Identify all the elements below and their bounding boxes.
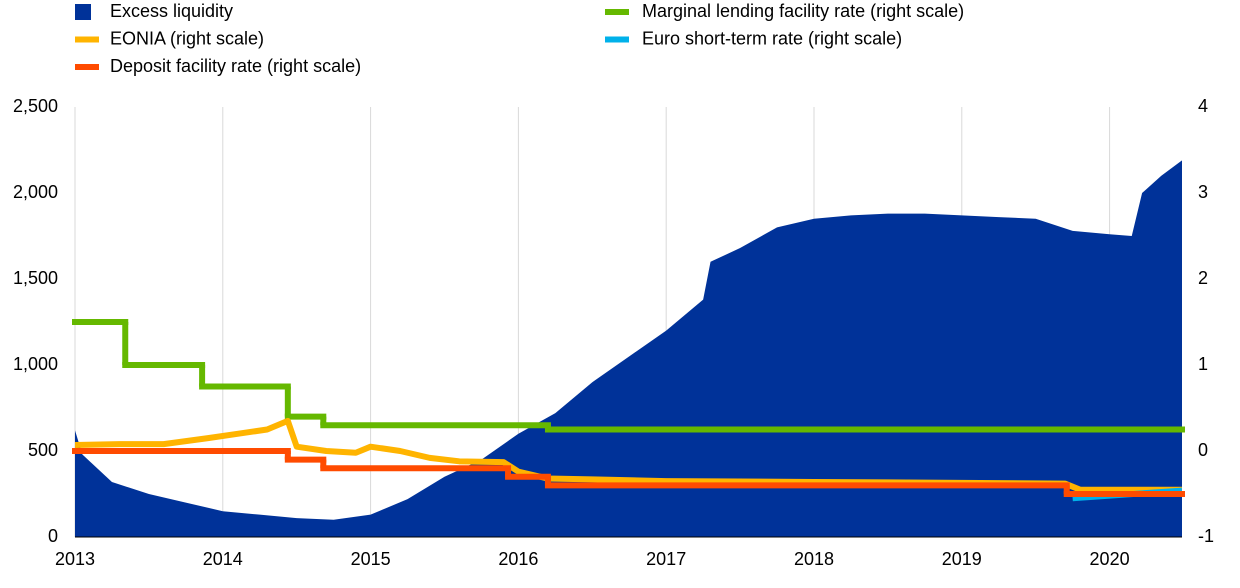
y-tick-label: 2,500: [13, 96, 58, 116]
x-tick-label: 2013: [55, 549, 95, 569]
y-tick-label: 0: [48, 526, 58, 546]
area: [75, 160, 1182, 537]
y-tick-label: 2,000: [13, 182, 58, 202]
x-tick-label: 2015: [351, 549, 391, 569]
y2-tick-label: -1: [1198, 526, 1214, 546]
legend-label: Euro short-term rate (right scale): [642, 28, 902, 48]
y2-tick-label: 0: [1198, 440, 1208, 460]
y2-tick-label: 4: [1198, 96, 1208, 116]
legend-swatch: [75, 4, 91, 20]
y2-tick-label: 1: [1198, 354, 1208, 374]
legend-label: Deposit facility rate (right scale): [110, 56, 361, 76]
x-tick-label: 2016: [498, 549, 538, 569]
x-tick-label: 2017: [646, 549, 686, 569]
x-tick-label: 2019: [942, 549, 982, 569]
line: [74, 417, 1182, 493]
y2-tick-label: 2: [1198, 268, 1208, 288]
legend-label: Excess liquidity: [110, 1, 233, 21]
x-tick-label: 2018: [794, 549, 834, 569]
legend-label: Marginal lending facility rate (right sc…: [642, 1, 964, 21]
y-tick-label: 1,000: [13, 354, 58, 374]
y2-tick-label: 3: [1198, 182, 1208, 202]
y-tick-label: 1,500: [13, 268, 58, 288]
y-tick-label: 500: [28, 440, 58, 460]
legend-label: EONIA (right scale): [110, 28, 264, 48]
x-tick-label: 2020: [1090, 549, 1130, 569]
x-tick-label: 2014: [203, 549, 243, 569]
